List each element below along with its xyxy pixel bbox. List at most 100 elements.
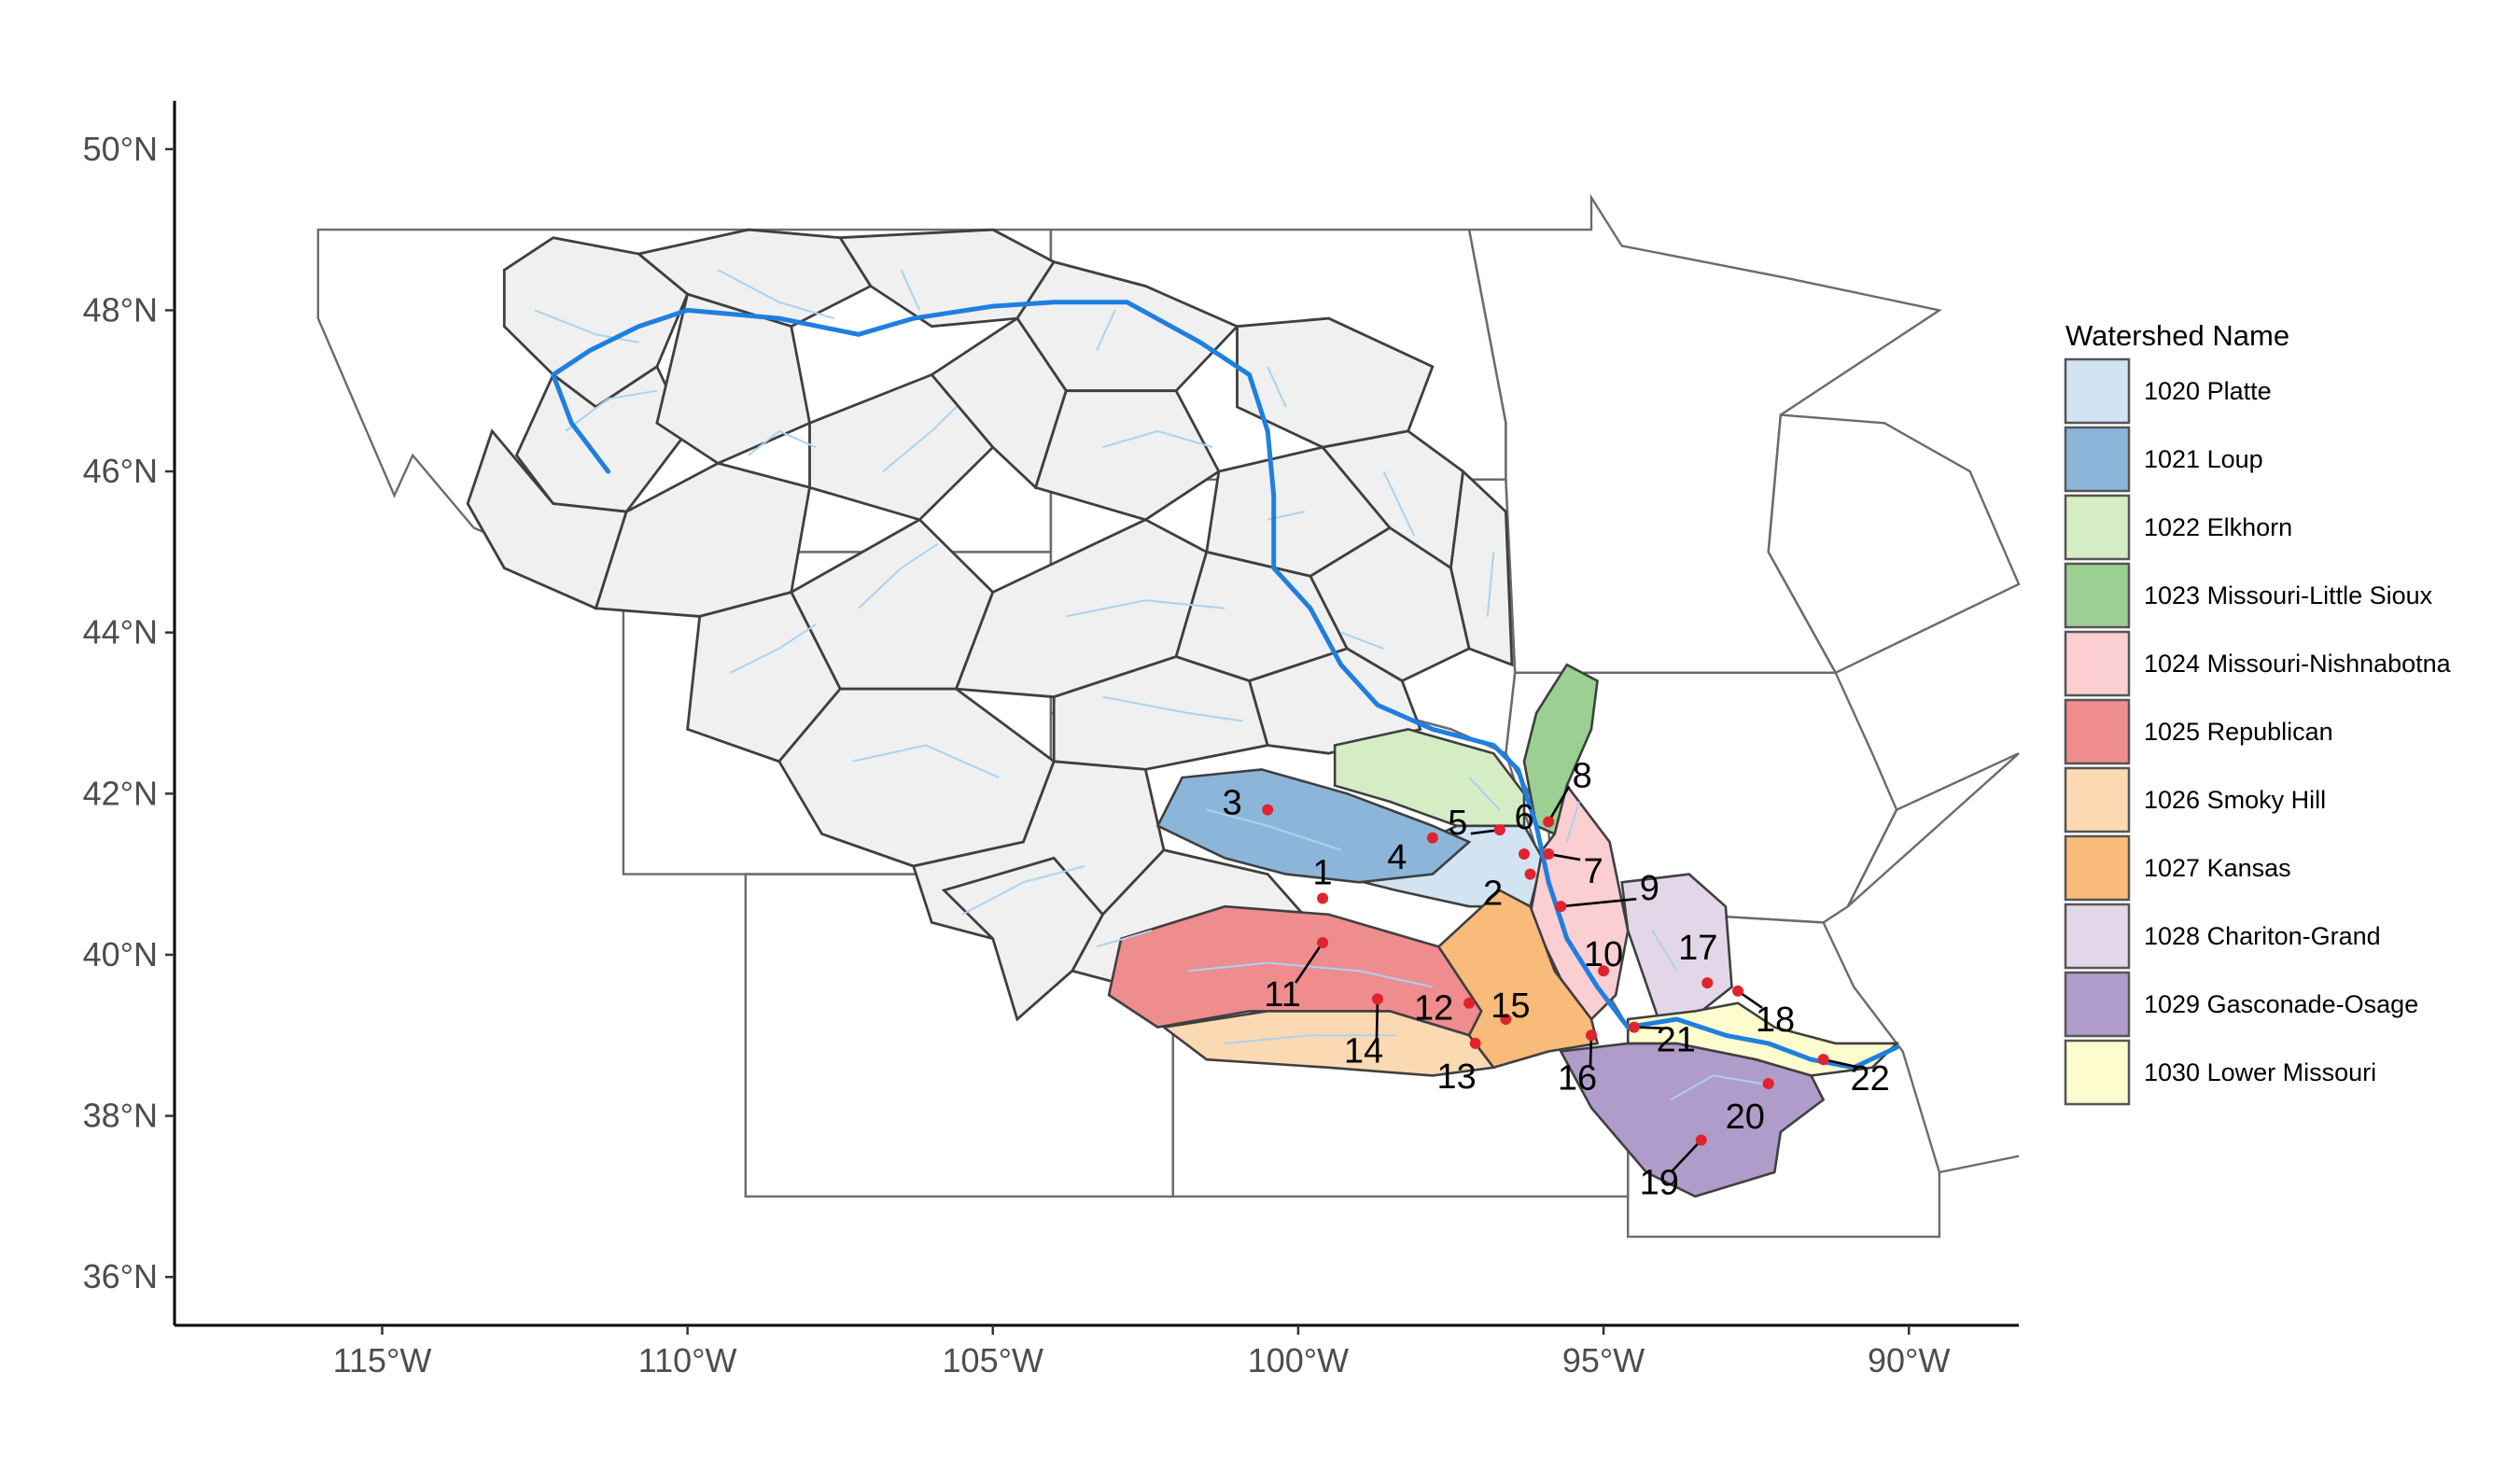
legend-swatch: [2064, 630, 2131, 697]
x-tick-label: 100°W: [1248, 1341, 1349, 1379]
site-17-label: 17: [1678, 929, 1717, 968]
site-1-label: 1: [1313, 854, 1333, 893]
site-12-label: 12: [1414, 989, 1453, 1029]
y-tick-label: 50°N: [83, 130, 158, 168]
legend-label: 1021 Loup: [2144, 445, 2263, 473]
legend-label: 1022 Elkhorn: [2144, 513, 2292, 541]
site-9-leader: [1561, 897, 1637, 908]
legend-label: 1023 Missouri-Little Sioux: [2144, 581, 2433, 609]
site-20-label: 20: [1726, 1098, 1765, 1137]
y-tick-label: 42°N: [83, 774, 158, 812]
legend-label: 1025 Republican: [2144, 718, 2333, 746]
site-16-marker: [1585, 1029, 1597, 1042]
colored-watersheds: [1107, 663, 1900, 1198]
subwatershed-20: [1449, 469, 1514, 667]
tributary-line: [1267, 366, 1287, 408]
tributary-streams: [534, 269, 1763, 1101]
legend-label: 1029 Gasconade-Osage: [2144, 990, 2418, 1018]
tributary-line: [1187, 961, 1434, 988]
site-11-leader: [1295, 942, 1324, 984]
tributary-line: [534, 309, 639, 343]
tributary-line: [961, 865, 1085, 916]
missouri-river-line: [551, 300, 1899, 1071]
tributary-line: [1225, 1034, 1396, 1044]
site-13-marker: [1469, 1037, 1481, 1049]
missouri-mainstem-river: [551, 300, 1899, 1071]
site-18-marker: [1732, 985, 1744, 997]
tributary-line: [717, 269, 834, 320]
legend-title: Watershed Name: [2065, 319, 2289, 352]
site-15-marker: [1500, 1014, 1512, 1025]
watershed-area: [1436, 889, 1600, 1070]
legend-label: 1028 Chariton-Grand: [2144, 922, 2381, 950]
tributary-line: [852, 744, 1000, 779]
tributary-line: [565, 389, 658, 432]
subwatershed-26: [941, 856, 1105, 1022]
x-tick-label: 115°W: [333, 1341, 432, 1379]
x-tick-label: 95°W: [1562, 1341, 1645, 1379]
state-outline-12: [1846, 752, 2020, 908]
tributary-line: [1096, 930, 1153, 948]
site-22-label: 22: [1850, 1059, 1889, 1099]
site-3-marker: [1262, 804, 1274, 816]
y-tick-label: 48°N: [83, 290, 158, 329]
site-22-marker: [1817, 1054, 1829, 1066]
site-19-leader: [1671, 1139, 1702, 1172]
site-9-label: 9: [1640, 869, 1659, 908]
legend-swatch: [2064, 766, 2131, 833]
y-tick-label: 46°N: [83, 452, 158, 490]
site-4-label: 4: [1387, 838, 1407, 877]
site-3-label: 3: [1223, 784, 1242, 823]
tributary-line: [1468, 777, 1501, 811]
y-tick-label: 36°N: [83, 1257, 158, 1295]
legend-swatch: [2064, 1039, 2131, 1106]
site-14-leader: [1375, 999, 1379, 1040]
site-18-label: 18: [1756, 1001, 1795, 1040]
site-20-marker: [1762, 1078, 1774, 1090]
legend-swatch: [2064, 971, 2131, 1038]
tributary-line: [1670, 1074, 1763, 1101]
tributary-line: [900, 269, 921, 311]
legend: Watershed Name 1020 Platte 1021 Loup 1022 E…: [2064, 319, 2452, 1106]
x-tick-label: 90°W: [1868, 1341, 1950, 1379]
legend-label: 1020 Platte: [2144, 377, 2272, 405]
y-tick-label: 38°N: [83, 1097, 158, 1135]
state-outline-13: [1939, 1155, 2020, 1174]
site-10-marker: [1598, 965, 1610, 977]
legend-swatch: [2064, 903, 2131, 970]
y-tick-label: 44°N: [83, 613, 158, 651]
watershed-area: [1333, 727, 1526, 828]
subwatershed-11: [1033, 389, 1221, 522]
site-14-marker: [1371, 993, 1383, 1005]
site-1-marker: [1317, 892, 1329, 904]
site-16-label: 16: [1558, 1058, 1597, 1098]
tributary-line: [748, 429, 817, 456]
legend-swatch: [2064, 834, 2131, 902]
site-7-label: 7: [1584, 852, 1603, 891]
x-tick-label: 105°W: [943, 1341, 1043, 1379]
tributary-line: [1382, 470, 1416, 537]
state-outline-11: [1767, 413, 2021, 675]
site-21-marker: [1628, 1021, 1640, 1033]
site-2-label: 2: [1483, 875, 1503, 914]
site-11-label: 11: [1264, 975, 1300, 1015]
missouri-basin-subwatersheds: [466, 228, 1514, 1022]
site-4-marker: [1426, 832, 1438, 844]
site-10-label: 10: [1584, 935, 1623, 974]
subwatershed-23: [777, 687, 1056, 868]
tributary-line: [1565, 801, 1580, 843]
state-outline-10: [1467, 193, 1942, 674]
subwatershed-9: [808, 372, 995, 522]
legend-swatch: [2064, 357, 2131, 425]
tributary-line: [1651, 930, 1678, 972]
site-5-marker: [1493, 824, 1505, 836]
site-7-marker: [1543, 848, 1555, 861]
legend-swatch: [2064, 494, 2131, 561]
tributary-line: [1066, 599, 1225, 618]
site-12-marker: [1463, 997, 1476, 1009]
legend-swatch: [2064, 562, 2131, 629]
legend-label: 1024 Missouri-Nishnabotna: [2144, 650, 2452, 678]
